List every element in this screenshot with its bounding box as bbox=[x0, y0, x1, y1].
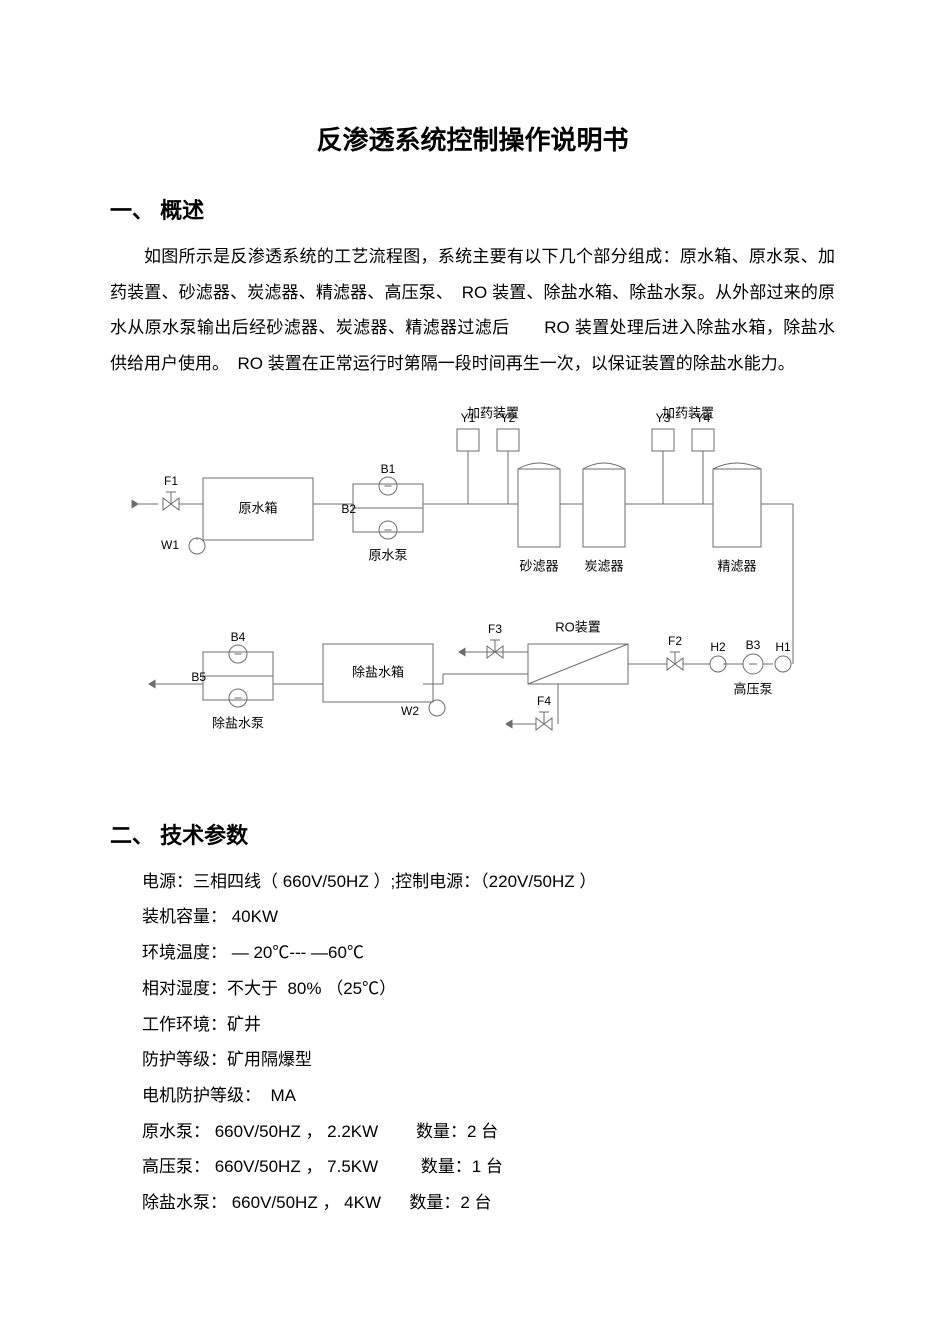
spec-line: 电机防护等级： MA bbox=[142, 1078, 835, 1114]
spec-line: 装机容量： 40KW bbox=[142, 899, 835, 935]
svg-text:Y3: Y3 bbox=[655, 411, 670, 425]
svg-text:F4: F4 bbox=[536, 694, 550, 708]
svg-text:B2: B2 bbox=[341, 502, 356, 516]
svg-text:B1: B1 bbox=[380, 462, 395, 476]
svg-text:除盐水箱: 除盐水箱 bbox=[351, 664, 403, 679]
svg-text:原水泵: 原水泵 bbox=[368, 547, 407, 562]
section-2-heading: 二、 技术参数 bbox=[110, 818, 835, 850]
document-page: 反渗透系统控制操作说明书 一、 概述 如图所示是反渗透系统的工艺流程图，系统主要… bbox=[0, 0, 945, 1338]
svg-text:Y1: Y1 bbox=[460, 411, 475, 425]
svg-text:F1: F1 bbox=[163, 474, 177, 488]
spec-line: 电源：三相四线（ 660V/50HZ ）;控制电源：（220V/50HZ ） bbox=[142, 864, 835, 900]
svg-text:原水箱: 原水箱 bbox=[238, 500, 277, 515]
spec-line: 高压泵： 660V/50HZ ， 7.5KW 数量：1 台 bbox=[142, 1149, 835, 1185]
svg-text:H2: H2 bbox=[710, 640, 726, 654]
svg-text:F2: F2 bbox=[667, 634, 681, 648]
svg-text:B3: B3 bbox=[745, 638, 760, 652]
section-1-body: 如图所示是反渗透系统的工艺流程图，系统主要有以下几个部分组成：原水箱、原水泵、加… bbox=[110, 239, 835, 382]
svg-text:W1: W1 bbox=[161, 538, 179, 552]
svg-text:F3: F3 bbox=[487, 622, 501, 636]
spec-line: 相对湿度：不大于 80% （25℃） bbox=[142, 971, 835, 1007]
svg-text:高压泵: 高压泵 bbox=[733, 681, 772, 696]
svg-text:B4: B4 bbox=[230, 630, 245, 644]
svg-text:RO装置: RO装置 bbox=[555, 619, 601, 634]
svg-text:精滤器: 精滤器 bbox=[717, 558, 756, 573]
spec-line: 防护等级：矿用隔爆型 bbox=[142, 1042, 835, 1078]
svg-text:B5: B5 bbox=[191, 670, 206, 684]
spec-line: 环境温度： — 20℃--- —60℃ bbox=[142, 935, 835, 971]
spec-line: 工作环境：矿井 bbox=[142, 1007, 835, 1043]
svg-text:除盐水泵: 除盐水泵 bbox=[211, 715, 263, 730]
section-1-heading: 一、 概述 bbox=[110, 193, 835, 225]
spec-line: 除盐水泵： 660V/50HZ ， 4KW 数量：2 台 bbox=[142, 1185, 835, 1221]
document-title: 反渗透系统控制操作说明书 bbox=[110, 120, 835, 157]
svg-text:砂滤器: 砂滤器 bbox=[519, 558, 558, 573]
svg-text:炭滤器: 炭滤器 bbox=[584, 558, 623, 573]
process-flow-diagram: F1原水箱W1B1B2原水泵加药装置Y1Y2砂滤器炭滤器加药装置Y3Y4精滤器H… bbox=[110, 394, 835, 794]
svg-text:Y2: Y2 bbox=[500, 411, 515, 425]
svg-text:H1: H1 bbox=[775, 640, 791, 654]
flow-diagram-svg: F1原水箱W1B1B2原水泵加药装置Y1Y2砂滤器炭滤器加药装置Y3Y4精滤器H… bbox=[123, 394, 823, 794]
svg-text:Y4: Y4 bbox=[695, 411, 710, 425]
svg-text:W2: W2 bbox=[401, 704, 419, 718]
spec-list: 电源：三相四线（ 660V/50HZ ）;控制电源：（220V/50HZ ）装机… bbox=[142, 864, 835, 1221]
spec-line: 原水泵： 660V/50HZ ， 2.2KW 数量：2 台 bbox=[142, 1114, 835, 1150]
